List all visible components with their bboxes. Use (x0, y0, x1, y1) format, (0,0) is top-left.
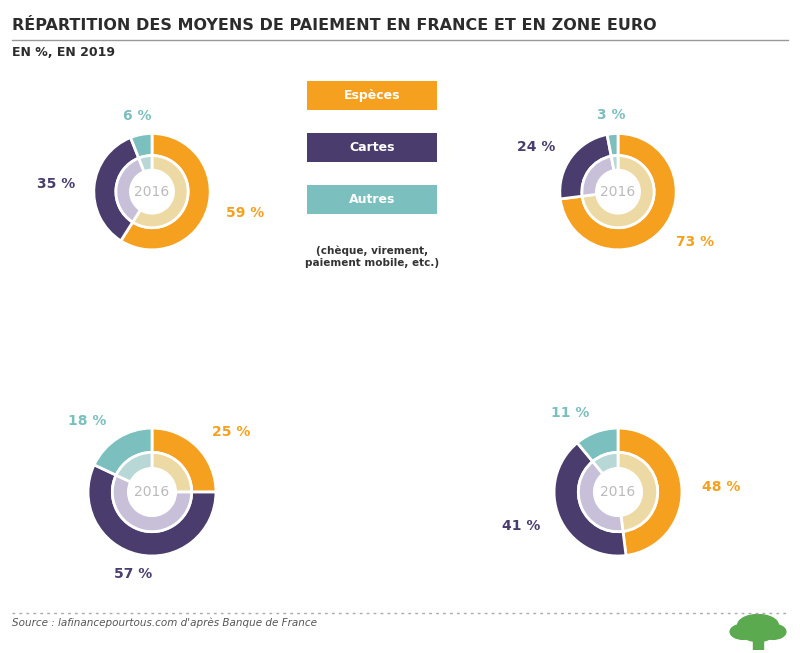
Text: EN %, EN 2019: EN %, EN 2019 (12, 46, 115, 59)
Wedge shape (94, 138, 138, 241)
Wedge shape (618, 453, 658, 532)
Text: EN VOLUME: EN VOLUME (70, 72, 152, 86)
Text: Cartes: Cartes (350, 141, 394, 154)
Wedge shape (560, 135, 611, 199)
Text: EN FRANCE: EN FRANCE (155, 363, 230, 376)
Text: Autres: Autres (349, 193, 395, 206)
Text: EN ZONE EURO: EN ZONE EURO (622, 72, 722, 86)
Text: 25 %: 25 % (212, 425, 250, 439)
Text: EN VALEUR: EN VALEUR (540, 363, 618, 376)
Bar (753, 639, 763, 650)
Text: 2016: 2016 (600, 185, 636, 199)
Text: EN ZONE EURO: EN ZONE EURO (622, 363, 722, 376)
Wedge shape (88, 465, 216, 556)
Text: 6 %: 6 % (123, 109, 152, 123)
Circle shape (594, 468, 642, 516)
Text: 24 %: 24 % (518, 140, 556, 153)
Wedge shape (130, 133, 152, 158)
Wedge shape (152, 428, 216, 492)
Circle shape (128, 468, 176, 516)
Wedge shape (611, 155, 618, 170)
Text: 3 %: 3 % (597, 108, 625, 122)
Wedge shape (582, 156, 614, 196)
Wedge shape (578, 428, 618, 462)
Text: 35 %: 35 % (38, 178, 75, 191)
Circle shape (597, 170, 639, 213)
Wedge shape (138, 155, 152, 172)
Text: 18 %: 18 % (68, 414, 106, 428)
Text: 57 %: 57 % (114, 567, 153, 581)
FancyBboxPatch shape (307, 185, 437, 214)
Wedge shape (121, 133, 210, 250)
Text: EN VALEUR: EN VALEUR (74, 363, 152, 376)
Wedge shape (116, 158, 144, 222)
Text: 48 %: 48 % (702, 480, 741, 494)
Text: 41 %: 41 % (502, 518, 541, 533)
Text: 59 %: 59 % (226, 206, 264, 220)
Wedge shape (582, 155, 654, 228)
Text: Source : lafinancepourtous.com d'après Banque de France: Source : lafinancepourtous.com d'après B… (12, 617, 317, 628)
Wedge shape (607, 133, 618, 156)
FancyBboxPatch shape (307, 133, 437, 162)
Wedge shape (116, 453, 152, 482)
Text: 73 %: 73 % (676, 236, 714, 249)
Ellipse shape (738, 614, 778, 636)
Text: EN FRANCE: EN FRANCE (155, 72, 230, 86)
Text: 2016: 2016 (600, 485, 636, 499)
FancyBboxPatch shape (307, 81, 437, 110)
Text: (chèque, virement,
paiement mobile, etc.): (chèque, virement, paiement mobile, etc.… (305, 246, 439, 268)
Wedge shape (554, 443, 626, 556)
Circle shape (130, 170, 174, 213)
Wedge shape (133, 155, 188, 228)
Text: RÉPARTITION DES MOYENS DE PAIEMENT EN FRANCE ET EN ZONE EURO: RÉPARTITION DES MOYENS DE PAIEMENT EN FR… (12, 18, 657, 33)
Wedge shape (152, 453, 192, 492)
Wedge shape (593, 453, 618, 474)
Ellipse shape (742, 626, 774, 642)
Text: 2016: 2016 (134, 185, 170, 199)
Text: Espèces: Espèces (344, 89, 400, 103)
Wedge shape (112, 475, 192, 532)
Wedge shape (578, 462, 623, 532)
Text: 11 %: 11 % (551, 406, 590, 420)
Text: 2016: 2016 (134, 485, 170, 499)
Wedge shape (94, 428, 152, 475)
Wedge shape (618, 428, 682, 556)
Ellipse shape (760, 624, 786, 639)
Ellipse shape (730, 624, 756, 639)
Wedge shape (560, 133, 676, 250)
Text: EN VOLUME: EN VOLUME (536, 72, 618, 86)
